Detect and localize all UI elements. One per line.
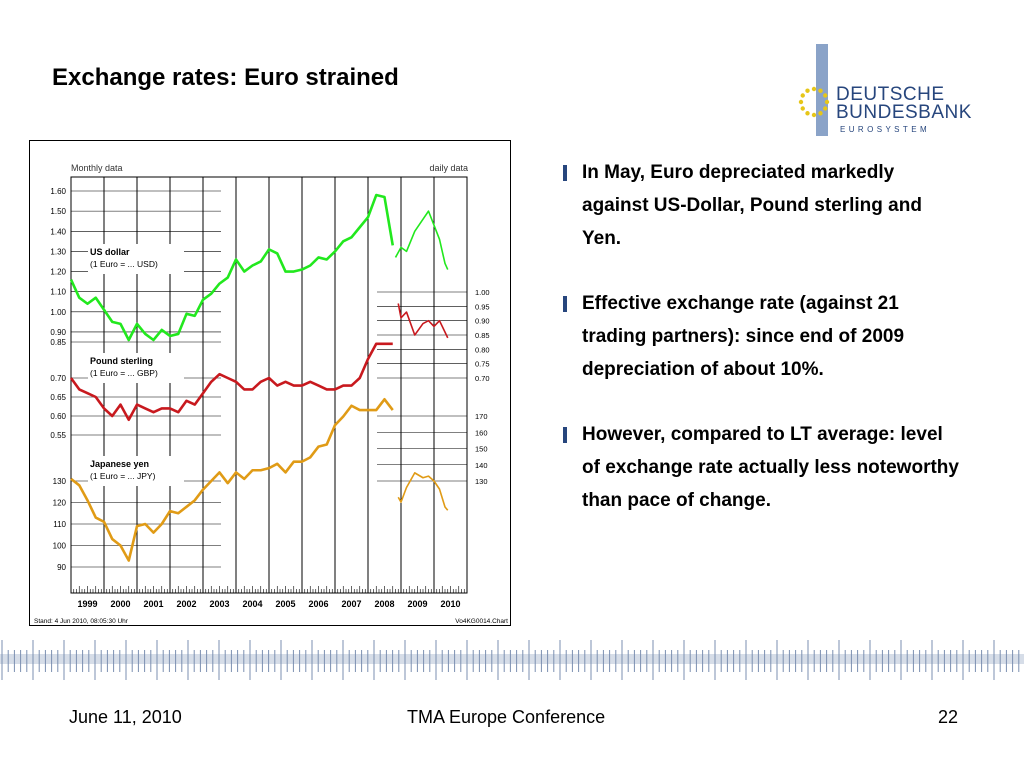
bullet-item: In May, Euro depreciated markedly agains… bbox=[562, 156, 962, 255]
slide-title: Exchange rates: Euro strained bbox=[52, 64, 399, 91]
y-tick-label-left: 120 bbox=[53, 499, 67, 508]
eu-star bbox=[823, 93, 828, 98]
y-tick-label-right: 160 bbox=[475, 428, 488, 437]
y-tick-label-right: 1.00 bbox=[475, 288, 490, 297]
footer-event: TMA Europe Conference bbox=[407, 707, 606, 727]
y-tick-label-left: 130 bbox=[53, 477, 67, 486]
chart-header-right: daily data bbox=[429, 163, 468, 173]
series-name-label: Pound sterling bbox=[90, 356, 153, 366]
y-tick-label-right: 0.85 bbox=[475, 331, 490, 340]
series-line-daily bbox=[394, 210, 449, 270]
x-year-label: 2008 bbox=[374, 599, 394, 609]
x-year-label: 2010 bbox=[440, 599, 460, 609]
y-tick-label-left: 0.60 bbox=[50, 412, 66, 421]
eu-star bbox=[800, 106, 805, 111]
series-unit-label: (1 Euro = ... JPY) bbox=[90, 471, 156, 481]
bullet-marker bbox=[563, 427, 567, 443]
eu-star bbox=[818, 111, 823, 116]
page-number: 22 bbox=[938, 707, 959, 727]
eu-star bbox=[811, 112, 817, 118]
series-line-daily bbox=[397, 472, 449, 511]
logo-line1: DEUTSCHE bbox=[836, 84, 945, 105]
eu-star bbox=[800, 93, 805, 98]
bullet-text: However, compared to LT average: level o… bbox=[582, 424, 959, 511]
eu-stars-icon bbox=[798, 86, 830, 118]
x-year-label: 2007 bbox=[341, 599, 361, 609]
y-tick-label-left: 1.00 bbox=[50, 308, 66, 317]
exchange-rate-chart: Monthly data daily data 1999 2000 2001 2002 20… bbox=[29, 140, 511, 626]
y-tick-label-right: 0.90 bbox=[475, 317, 490, 326]
x-year-label: 2006 bbox=[308, 599, 328, 609]
series-name-label: US dollar bbox=[90, 247, 130, 257]
y-tick-label-left: 1.60 bbox=[50, 187, 66, 196]
y-tick-label-left: 110 bbox=[53, 520, 66, 529]
x-year-label: 2003 bbox=[209, 599, 229, 609]
y-tick-label-right: 0.75 bbox=[475, 360, 490, 369]
bullet-item: However, compared to LT average: level o… bbox=[562, 418, 962, 517]
y-tick-label-right: 170 bbox=[475, 412, 488, 421]
logo-line3: EUROSYSTEM bbox=[840, 125, 931, 134]
bullet-text: In May, Euro depreciated markedly agains… bbox=[582, 162, 922, 249]
y-tick-label-right: 0.95 bbox=[475, 302, 490, 311]
series-line-monthly bbox=[69, 193, 395, 342]
logo-line2: BUNDESBANK bbox=[836, 102, 972, 123]
eu-star bbox=[824, 99, 830, 105]
y-tick-label-left: 0.55 bbox=[50, 431, 66, 440]
eu-star bbox=[823, 106, 828, 111]
x-year-label: 2001 bbox=[143, 599, 163, 609]
eu-star bbox=[805, 88, 810, 93]
x-year-label: 1999 bbox=[77, 599, 97, 609]
y-tick-label-left: 1.10 bbox=[50, 288, 66, 297]
eu-star bbox=[811, 86, 817, 92]
chart-footnote-right: Vo4KG0014.Chart bbox=[455, 618, 508, 625]
ruler-band bbox=[0, 654, 1024, 664]
eu-star bbox=[818, 88, 823, 93]
y-tick-label-right: 140 bbox=[475, 461, 488, 470]
y-tick-label-right: 0.80 bbox=[475, 345, 490, 354]
bullet-marker bbox=[563, 165, 567, 181]
chart-svg: Monthly data daily data 1999 2000 2001 2002 20… bbox=[34, 163, 508, 625]
y-tick-label-left: 90 bbox=[57, 563, 66, 572]
y-tick-label-left: 0.70 bbox=[50, 374, 66, 383]
y-tick-label-left: 1.30 bbox=[50, 247, 66, 256]
series-name-label: Japanese yen bbox=[90, 459, 149, 469]
bullet-text: Effective exchange rate (against 21 trad… bbox=[582, 293, 905, 380]
x-year-label: 2005 bbox=[275, 599, 295, 609]
y-tick-label-left: 1.50 bbox=[50, 207, 66, 216]
series-line-daily bbox=[397, 303, 449, 339]
y-tick-label-left: 0.65 bbox=[50, 393, 66, 402]
y-tick-label-left: 0.90 bbox=[50, 328, 66, 337]
chart-header-left: Monthly data bbox=[71, 163, 123, 173]
legend-background bbox=[88, 353, 184, 383]
x-year-label: 2009 bbox=[407, 599, 427, 609]
legend-background bbox=[88, 456, 184, 486]
bullet-marker bbox=[563, 296, 567, 312]
bullet-list: In May, Euro depreciated markedly agains… bbox=[562, 156, 962, 549]
footer-date: June 11, 2010 bbox=[69, 707, 182, 727]
series-unit-label: (1 Euro = ... USD) bbox=[90, 259, 158, 269]
bullet-item: Effective exchange rate (against 21 trad… bbox=[562, 287, 962, 386]
x-year-label: 2000 bbox=[110, 599, 130, 609]
y-tick-label-right: 150 bbox=[475, 445, 488, 454]
x-year-label: 2004 bbox=[242, 599, 262, 609]
series-line-monthly bbox=[70, 397, 394, 562]
y-tick-label-left: 0.85 bbox=[50, 338, 66, 347]
chart-footnote-left: Stand: 4 Jun 2010, 08:05:30 Uhr bbox=[34, 618, 129, 625]
bundesbank-logo: DEUTSCHE BUNDESBANK EUROSYSTEM bbox=[796, 40, 976, 136]
y-tick-label-right: 0.70 bbox=[475, 374, 490, 383]
y-tick-label-right: 130 bbox=[475, 477, 488, 486]
x-year-label: 2002 bbox=[176, 599, 196, 609]
y-tick-label-left: 1.40 bbox=[50, 227, 66, 236]
legend-background bbox=[88, 244, 184, 274]
y-tick-label-left: 1.20 bbox=[50, 268, 66, 277]
eu-star bbox=[805, 111, 810, 116]
decorative-ruler bbox=[0, 640, 1024, 680]
series-unit-label: (1 Euro = ... GBP) bbox=[90, 368, 158, 378]
series-line-monthly bbox=[69, 342, 393, 422]
eu-star bbox=[798, 99, 804, 105]
y-tick-label-left: 100 bbox=[53, 542, 67, 551]
